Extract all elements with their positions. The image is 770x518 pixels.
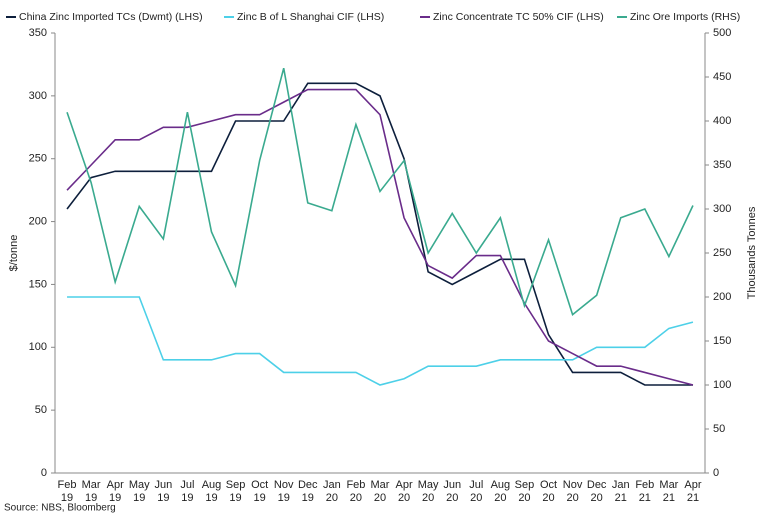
y-tick-label: 50 — [35, 404, 47, 416]
x-tick-label: Oct 19 — [251, 479, 268, 504]
x-tick-label: Dec 20 — [587, 479, 607, 504]
x-tick-label: Jan 20 — [323, 479, 341, 504]
legend-label: Zinc Ore Imports (RHS) — [630, 11, 740, 23]
x-tick-label: Oct 20 — [540, 479, 557, 504]
y2-tick-label: 200 — [713, 291, 731, 303]
y-tick-label: 150 — [29, 278, 47, 290]
x-tick-label: Nov 20 — [563, 479, 583, 504]
y-tick-label: 300 — [29, 90, 47, 102]
x-tick-label: Mar 21 — [659, 479, 678, 504]
y2-tick-label: 300 — [713, 203, 731, 215]
y2-axis-label: Thousands Tonnes — [746, 206, 758, 299]
y-tick-label: 200 — [29, 215, 47, 227]
y-tick-label: 0 — [41, 467, 47, 479]
y-tick-label: 250 — [29, 153, 47, 165]
x-tick-label: Mar 20 — [371, 479, 390, 504]
x-tick-label: Jul 19 — [180, 479, 194, 504]
y2-tick-label: 400 — [713, 115, 731, 127]
y-tick-label: 100 — [29, 341, 47, 353]
x-tick-label: Mar 19 — [82, 479, 101, 504]
y2-tick-label: 500 — [713, 27, 731, 39]
y2-tick-label: 450 — [713, 71, 731, 83]
x-tick-label: Feb 21 — [635, 479, 654, 504]
series-line — [66, 88, 694, 386]
legend-label: Zinc Concentrate TC 50% CIF (LHS) — [433, 11, 604, 23]
legend-label: Zinc B of L Shanghai CIF (LHS) — [237, 11, 384, 23]
x-tick-label: May 20 — [418, 479, 439, 504]
x-tick-label: Jun 19 — [154, 479, 172, 504]
x-tick-label: May 19 — [129, 479, 150, 504]
x-tick-label: Apr 20 — [396, 479, 413, 504]
x-tick-label: Jun 20 — [443, 479, 461, 504]
y-axis-label: $/tonne — [8, 235, 20, 272]
x-tick-label: Nov 19 — [274, 479, 294, 504]
x-tick-label: Apr 21 — [684, 479, 701, 504]
y2-tick-label: 0 — [713, 467, 719, 479]
x-tick-label: Aug 19 — [202, 479, 222, 504]
series-line — [66, 82, 693, 386]
y2-tick-label: 100 — [713, 379, 731, 391]
y-tick-label: 350 — [29, 27, 47, 39]
legend-label: China Zinc Imported TCs (Dwmt) (LHS) — [19, 11, 203, 23]
x-tick-label: Sep 19 — [226, 479, 246, 504]
x-tick-label: Jul 20 — [469, 479, 483, 504]
x-tick-label: Feb 20 — [346, 479, 365, 504]
x-tick-label: Feb 19 — [58, 479, 77, 504]
y2-tick-label: 350 — [713, 159, 731, 171]
y2-tick-label: 250 — [713, 247, 731, 259]
x-tick-label: Aug 20 — [491, 479, 511, 504]
y2-tick-label: 150 — [713, 335, 731, 347]
source: Source: NBS, Bloomberg — [4, 503, 116, 514]
series-line — [67, 296, 694, 386]
series-line — [66, 67, 694, 316]
x-tick-label: Sep 20 — [515, 479, 535, 504]
x-tick-label: Jan 21 — [612, 479, 630, 504]
y2-tick-label: 50 — [713, 423, 725, 435]
x-tick-label: Dec 19 — [298, 479, 318, 504]
x-tick-label: Apr 19 — [107, 479, 124, 504]
